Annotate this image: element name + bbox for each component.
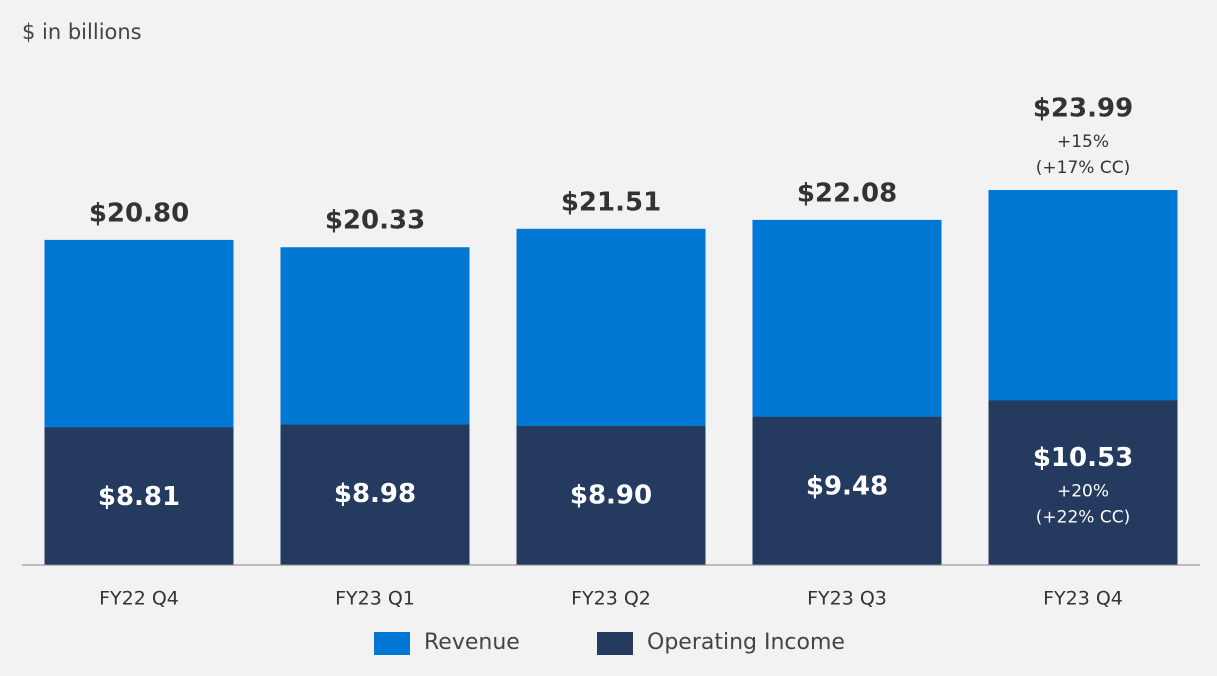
- x-tick-label: FY23 Q1: [335, 588, 415, 610]
- chart-title: $ in billions: [22, 20, 142, 44]
- value-label: $23.99: [1033, 94, 1133, 124]
- value-label: $20.80: [89, 198, 189, 228]
- value-label: $22.08: [797, 178, 897, 208]
- legend-label: Operating Income: [647, 630, 845, 655]
- value-label: $10.53: [1033, 443, 1133, 473]
- value-label: $8.81: [98, 482, 180, 512]
- x-tick-label: FY23 Q4: [1043, 588, 1123, 610]
- value-label: $8.90: [570, 480, 652, 510]
- legend-swatch: [597, 632, 633, 655]
- legend-label: Revenue: [424, 630, 520, 655]
- value-label: $20.33: [325, 206, 425, 236]
- value-label: $8.98: [334, 479, 416, 509]
- x-tick-label: FY23 Q2: [571, 588, 651, 610]
- bar: [752, 416, 942, 565]
- bar: [44, 427, 234, 565]
- bar: [988, 400, 1178, 565]
- value-note: +15%: [1057, 132, 1109, 152]
- bar: [516, 425, 706, 565]
- x-tick-label: FY23 Q3: [807, 588, 887, 610]
- value-label: $21.51: [561, 187, 661, 217]
- x-tick-label: FY22 Q4: [99, 588, 179, 610]
- value-note: (+22% CC): [1036, 507, 1130, 527]
- bar: [280, 424, 470, 565]
- legend-swatch: [374, 632, 410, 655]
- value-note: +20%: [1057, 481, 1109, 501]
- value-note: (+17% CC): [1036, 158, 1130, 178]
- value-label: $9.48: [806, 471, 888, 501]
